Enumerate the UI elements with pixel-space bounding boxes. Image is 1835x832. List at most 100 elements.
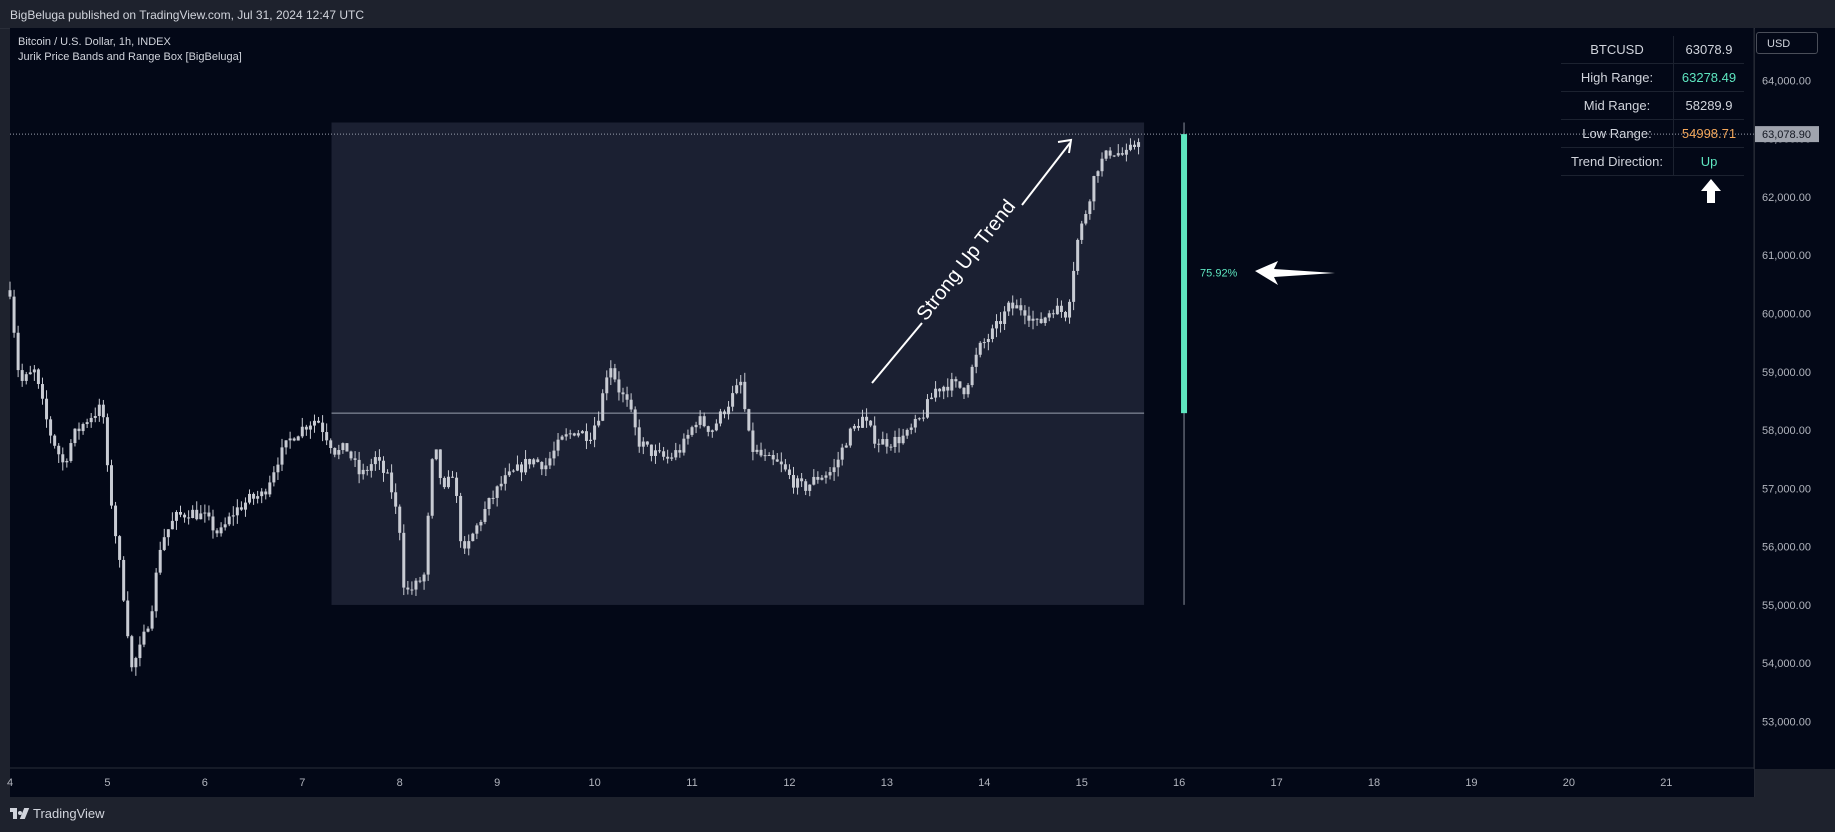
candle-body	[621, 392, 625, 395]
candle-body	[775, 459, 779, 462]
candle-body	[718, 411, 722, 424]
info-value: 58289.9	[1673, 91, 1744, 120]
info-row: Low Range: 54998.71	[1561, 119, 1744, 148]
candle-body	[909, 427, 913, 430]
candle-body	[442, 477, 446, 488]
candle-body	[146, 628, 150, 632]
y-tick-label: 53,000.00	[1762, 716, 1811, 728]
footer-bar	[0, 797, 1835, 832]
candle-body	[57, 445, 61, 455]
x-tick-label: 7	[299, 777, 305, 789]
candle-body	[28, 372, 32, 375]
indicator-title: Jurik Price Bands and Range Box [BigBelu…	[18, 51, 242, 63]
candle-body	[1076, 239, 1080, 271]
candle-body	[710, 430, 714, 432]
candle-body	[260, 491, 264, 497]
candle-body	[589, 439, 593, 441]
candle-body	[617, 379, 621, 393]
currency-button[interactable]: USD	[1756, 32, 1818, 54]
range-bar	[1181, 134, 1188, 414]
candle-body	[154, 572, 158, 612]
candle-body	[662, 451, 666, 457]
tradingview-logo[interactable]: TradingView	[10, 806, 105, 821]
candle-body	[284, 440, 288, 448]
info-value: 54998.71	[1673, 119, 1744, 148]
candle-body	[942, 386, 946, 392]
candle-body	[584, 431, 588, 441]
candle-body	[520, 464, 524, 473]
candle-body	[690, 427, 694, 435]
candle-body	[1104, 150, 1108, 159]
candle-body	[897, 436, 901, 444]
candle-body	[357, 459, 361, 475]
candle-body	[816, 476, 820, 480]
candle-body	[755, 449, 759, 452]
candle-body	[162, 537, 166, 550]
candle-body	[430, 459, 434, 516]
candle-body	[1055, 305, 1059, 315]
candle-body	[1043, 317, 1047, 324]
candle-body	[544, 465, 548, 470]
candle-body	[471, 533, 475, 542]
arrow-left-icon	[1255, 261, 1335, 285]
candle-body	[682, 438, 686, 453]
candle-body	[215, 530, 219, 534]
candle-body	[666, 456, 670, 459]
candle-body	[994, 321, 998, 329]
candle-body	[170, 520, 174, 530]
candle-body	[548, 458, 552, 466]
candle-body	[759, 449, 763, 456]
candle-body	[580, 431, 584, 434]
candle-body	[576, 433, 580, 436]
candle-body	[211, 516, 215, 531]
candle-body	[69, 443, 73, 461]
candle-body	[97, 404, 101, 416]
candle-body	[105, 417, 109, 466]
candle-body	[1011, 302, 1015, 309]
candle-body	[187, 517, 191, 519]
candle-body	[467, 541, 471, 549]
candle-body	[1031, 318, 1035, 321]
candle-body	[653, 450, 657, 456]
x-tick-label: 5	[104, 777, 110, 789]
candle-body	[268, 482, 272, 495]
x-tick-label: 4	[7, 777, 13, 789]
range-box	[331, 122, 1145, 605]
x-tick-label: 16	[1173, 777, 1185, 789]
candle-body	[61, 454, 65, 463]
candle-body	[422, 574, 426, 582]
candle-body	[252, 493, 256, 499]
candle-body	[345, 443, 349, 452]
candle-body	[958, 381, 962, 388]
candle-body	[243, 502, 247, 510]
candle-body	[101, 404, 105, 418]
y-tick-label: 54,000.00	[1762, 658, 1811, 670]
candle-body	[1128, 144, 1132, 150]
candle-body	[873, 425, 877, 444]
candle-body	[321, 422, 325, 433]
candle-body	[633, 409, 637, 428]
candle-body	[203, 512, 207, 514]
candle-body	[12, 296, 16, 333]
candle-body	[207, 512, 211, 517]
candle-body	[605, 377, 609, 394]
candle-body	[109, 465, 113, 506]
candle-body	[840, 447, 844, 460]
candle-body	[921, 417, 925, 419]
candle-body	[978, 342, 982, 355]
candle-body	[463, 541, 467, 549]
candle-body	[158, 549, 162, 573]
candle-body	[645, 441, 649, 445]
candle-body	[276, 464, 280, 473]
x-tick-label: 10	[588, 777, 600, 789]
candle-body	[373, 457, 377, 465]
candle-body	[832, 467, 836, 473]
y-tick-label: 64,000.00	[1762, 75, 1811, 87]
candle-body	[528, 458, 532, 465]
candle-body	[150, 611, 154, 629]
candle-body	[231, 515, 235, 517]
x-tick-label: 12	[783, 777, 795, 789]
candle-body	[479, 521, 483, 526]
candle-body	[800, 478, 804, 482]
